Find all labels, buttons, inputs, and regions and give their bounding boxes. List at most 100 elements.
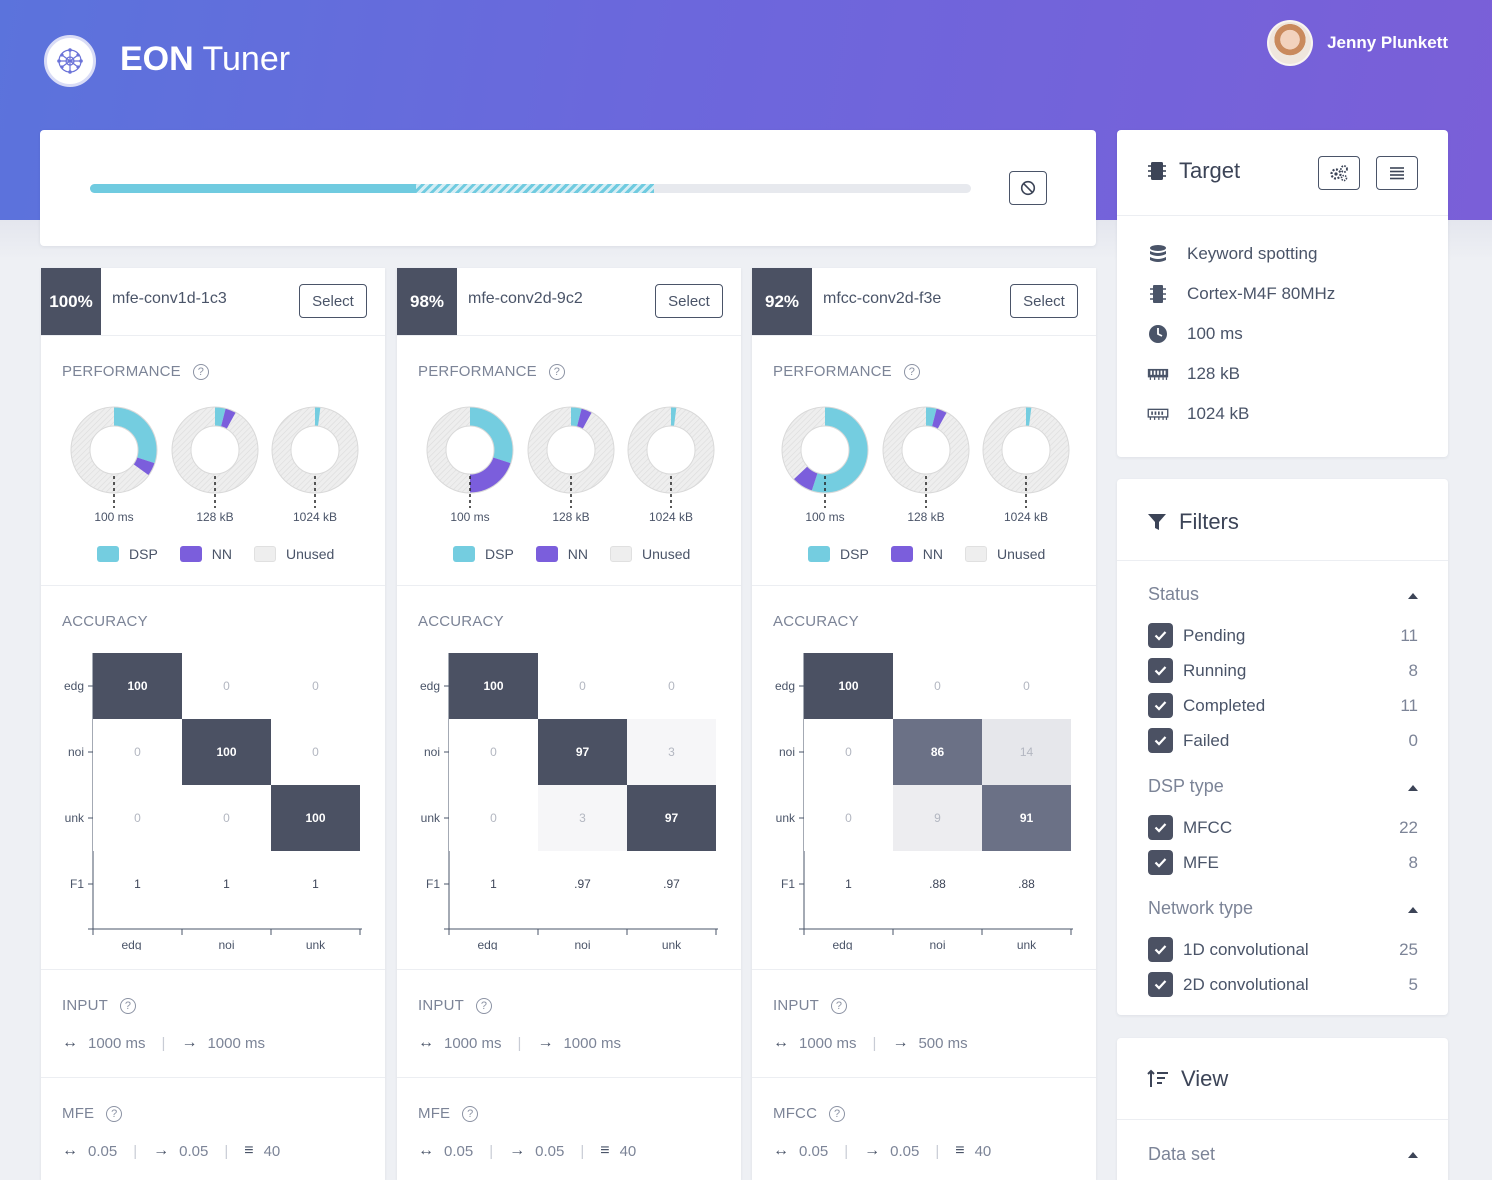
- caret-up-icon[interactable]: [1408, 907, 1418, 913]
- window-size-value: 1000 ms: [88, 1034, 146, 1052]
- help-icon[interactable]: ?: [829, 1105, 846, 1122]
- avatar[interactable]: [1267, 20, 1314, 66]
- check-icon: [1154, 736, 1167, 746]
- accuracy-title-text: ACCURACY: [62, 613, 148, 630]
- divider: [752, 585, 1096, 586]
- target-list-button[interactable]: [1376, 156, 1418, 190]
- cancel-button[interactable]: [1009, 171, 1047, 205]
- donut-chart: [627, 406, 715, 508]
- matrix-col-label: noi: [929, 938, 945, 950]
- filter-option[interactable]: MFCC 22: [1148, 815, 1418, 840]
- filter-icon: [1148, 514, 1166, 530]
- checkbox[interactable]: [1148, 972, 1173, 997]
- legend-swatch: [890, 546, 913, 562]
- donut-label: 128 kB: [552, 510, 590, 524]
- tuner-progress-card: [40, 130, 1096, 246]
- filter-option[interactable]: Failed 0: [1148, 728, 1418, 753]
- user-menu[interactable]: Jenny Plunkett: [1267, 20, 1448, 66]
- filters-title-text: Filters: [1179, 509, 1239, 534]
- matrix-f1-value: 1: [845, 877, 852, 891]
- filter-option-label: 1D convolutional: [1183, 939, 1309, 959]
- separator: |: [517, 1034, 522, 1052]
- checkbox[interactable]: [1148, 937, 1173, 962]
- data-set-group-title[interactable]: Data set: [1148, 1144, 1216, 1164]
- target-settings-button[interactable]: [1318, 156, 1360, 190]
- matrix-value: 0: [845, 811, 852, 825]
- filters-count-value: 40: [263, 1142, 281, 1160]
- progress-completed: [90, 184, 416, 193]
- matrix-cell: [93, 785, 182, 851]
- donut-dsp-slice: [811, 407, 868, 493]
- checkbox[interactable]: [1148, 658, 1173, 683]
- data-set-caret-up-icon[interactable]: [1408, 1152, 1418, 1158]
- matrix-col-label: unk: [306, 938, 326, 950]
- matrix-value: 91: [1020, 811, 1034, 825]
- frame-length-icon: ↔: [773, 1142, 789, 1159]
- donut-label: 100 ms: [805, 510, 845, 524]
- divider: [752, 1077, 1096, 1078]
- filter-option[interactable]: MFE 8: [1148, 850, 1418, 875]
- checkbox[interactable]: [1148, 693, 1173, 718]
- matrix-value: 3: [668, 745, 675, 759]
- filter-option[interactable]: 2D convolutional 5: [1148, 972, 1418, 997]
- filter-option[interactable]: Completed 11: [1148, 693, 1418, 718]
- checkbox[interactable]: [1148, 815, 1173, 840]
- input-title-text: INPUT: [418, 997, 464, 1014]
- model-name: mfcc-conv2d-f3e: [823, 290, 942, 307]
- select-button[interactable]: Select: [299, 284, 367, 318]
- help-icon[interactable]: ?: [476, 997, 492, 1014]
- matrix-f1-value: .88: [1018, 877, 1035, 891]
- matrix-value: 0: [934, 679, 941, 693]
- caret-up-icon[interactable]: [1408, 785, 1418, 791]
- matrix-value: 3: [579, 811, 586, 825]
- app-logo[interactable]: [44, 35, 96, 87]
- target-row: 128 kB: [1147, 364, 1240, 384]
- filter-option-label: MFCC: [1183, 817, 1233, 837]
- matrix-cell: [271, 653, 360, 719]
- matrix-row-label: unk: [65, 811, 85, 825]
- select-button[interactable]: Select: [1010, 284, 1078, 318]
- help-icon[interactable]: ?: [462, 1105, 479, 1122]
- filter-option[interactable]: Running 8: [1148, 658, 1418, 683]
- filter-group-title[interactable]: Status: [1148, 584, 1200, 604]
- matrix-col-label: unk: [1017, 938, 1037, 950]
- filter-option[interactable]: 1D convolutional 25: [1148, 937, 1418, 962]
- matrix-cell: [893, 653, 982, 719]
- filter-group-title[interactable]: DSP type: [1148, 776, 1224, 796]
- donut-nn-slice: [470, 457, 511, 493]
- checkbox[interactable]: [1148, 850, 1173, 875]
- matrix-row-label: edg: [775, 679, 795, 693]
- filter-group-title[interactable]: Network type: [1148, 898, 1254, 918]
- legend-swatch: [453, 546, 475, 562]
- donut-chart: [527, 406, 615, 508]
- help-icon[interactable]: ?: [120, 997, 136, 1014]
- help-icon[interactable]: ?: [903, 363, 920, 380]
- confusion-matrix: 100 0 0 0 86 14 0 9 91 edg noi unk F1 1 .88 .88 edg noi un…: [775, 653, 1073, 950]
- matrix-cell: [804, 785, 893, 851]
- help-icon[interactable]: ?: [831, 997, 847, 1014]
- checkbox[interactable]: [1148, 728, 1173, 753]
- frame-length-value: 0.05: [88, 1142, 118, 1160]
- user-name[interactable]: Jenny Plunkett: [1327, 33, 1448, 52]
- help-icon[interactable]: ?: [106, 1105, 123, 1122]
- input-params: ↔ 1000 ms | → 500 ms: [773, 1034, 968, 1052]
- model-name: mfe-conv2d-9c2: [468, 290, 583, 307]
- filter-option[interactable]: Pending 11: [1148, 623, 1418, 648]
- frame-stride-value: 0.05: [179, 1142, 209, 1160]
- matrix-f1-label: F1: [70, 877, 84, 891]
- matrix-value: 0: [223, 679, 230, 693]
- donut-chart: [70, 406, 158, 508]
- help-icon[interactable]: ?: [548, 363, 565, 380]
- donut-chart: [882, 406, 970, 508]
- checkbox[interactable]: [1148, 623, 1173, 648]
- matrix-cell: [627, 719, 716, 785]
- select-button[interactable]: Select: [655, 284, 723, 318]
- caret-up-icon[interactable]: [1408, 593, 1418, 599]
- donut-label: 100 ms: [94, 510, 134, 524]
- matrix-f1-label: F1: [426, 877, 440, 891]
- help-icon[interactable]: ?: [192, 363, 209, 380]
- frame-length-value: 0.05: [799, 1142, 829, 1160]
- legend-swatch: [179, 546, 202, 562]
- performance-title-text: PERFORMANCE: [62, 363, 181, 380]
- model-card: 98% mfe-conv2d-9c2 Select PERFORMANCE? 100 m…: [397, 268, 741, 1180]
